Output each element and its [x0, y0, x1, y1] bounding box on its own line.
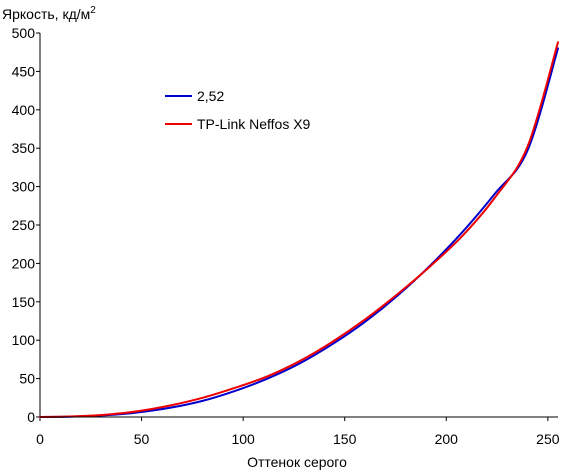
y-axis-ticks: 0 50 100 150 200 250 300 350 400 450 500	[12, 25, 40, 425]
x-tick-label: 100	[231, 431, 255, 447]
y-tick-label: 150	[12, 294, 36, 310]
y-tick-label: 350	[12, 140, 36, 156]
x-tick-label: 50	[134, 431, 150, 447]
y-tick-label: 250	[12, 217, 36, 233]
y-tick-label: 0	[27, 409, 35, 425]
legend-label-1: 2,52	[197, 88, 224, 104]
legend: 2,52 TP-Link Neffos X9	[165, 88, 311, 132]
x-tick-label: 150	[333, 431, 357, 447]
legend-label-2: TP-Link Neffos X9	[197, 116, 311, 132]
y-tick-label: 400	[12, 102, 36, 118]
x-axis-ticks: 0 50 100 150 200 250	[36, 417, 560, 447]
y-axis-title: Яркость, кд/м2	[2, 5, 96, 22]
series-line-2	[39, 41, 559, 418]
x-axis-title: Оттенок серого	[247, 454, 347, 470]
plot-series	[39, 41, 559, 418]
x-tick-label: 200	[435, 431, 459, 447]
series-line-1	[39, 47, 559, 418]
y-tick-label: 50	[19, 371, 35, 387]
y-tick-label: 300	[12, 179, 36, 195]
y-tick-label: 500	[12, 25, 36, 41]
x-tick-label: 250	[536, 431, 560, 447]
x-tick-label: 0	[36, 431, 44, 447]
y-tick-label: 200	[12, 255, 36, 271]
y-axis-title-text: Яркость, кд/м	[2, 6, 90, 22]
y-tick-label: 100	[12, 332, 36, 348]
y-axis-title-superscript: 2	[90, 5, 96, 16]
y-tick-label: 450	[12, 63, 36, 79]
